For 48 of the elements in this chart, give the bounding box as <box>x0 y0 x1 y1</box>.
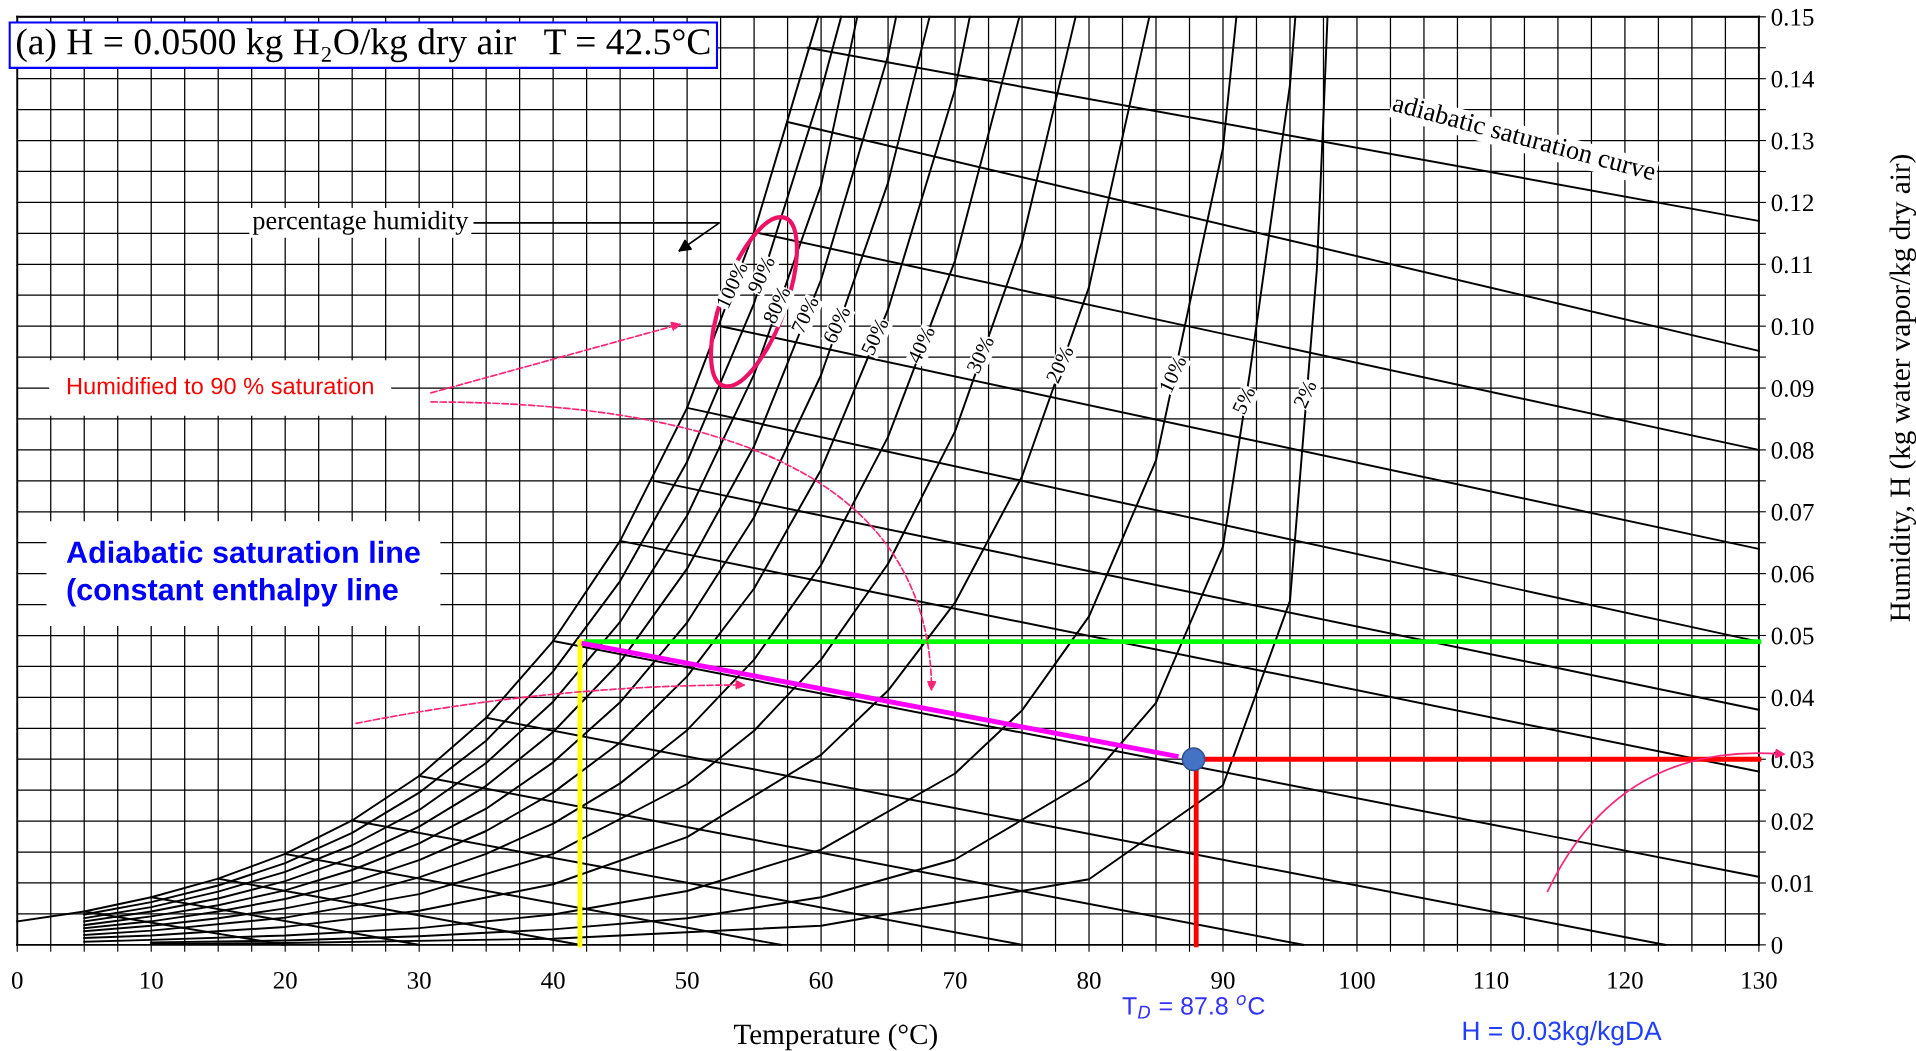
y-tick-label: 0.05 <box>1771 627 1814 645</box>
x-tick-label: 130 <box>1742 971 1777 989</box>
y-tick-label: 0.02 <box>1771 813 1814 831</box>
text: T$_{D}$ = 87.8 $^{o}$C <box>1122 995 1265 1019</box>
annotation: adiabatic saturation curve <box>1392 92 1657 181</box>
x-tick-label: 10 <box>140 971 163 989</box>
x-tick-label: 80 <box>1077 971 1101 989</box>
text: 40% <box>906 324 936 365</box>
text: 50% <box>860 316 889 356</box>
y-tick-label: 0.14 <box>1771 70 1815 88</box>
text: 30% <box>966 334 995 374</box>
x-tick-label: 70 <box>944 971 967 989</box>
annotation: percentage humidity <box>252 210 469 235</box>
y-tick-label: 0.08 <box>1771 441 1814 459</box>
x-tick-label: 40 <box>541 971 565 989</box>
text: 70% <box>791 295 820 334</box>
text: 5% <box>1232 385 1256 415</box>
x-tick-label: 50 <box>676 971 699 989</box>
x-tick-label: 120 <box>1608 971 1643 989</box>
y-tick-label: 0.12 <box>1771 194 1814 212</box>
y-tick-label: 0.13 <box>1771 132 1814 150</box>
y-tick-label: 0.10 <box>1771 318 1814 336</box>
x-tick-label: 60 <box>809 971 833 989</box>
text: 2% <box>1293 379 1318 409</box>
y-tick-label: 0.11 <box>1771 256 1813 274</box>
y-tick-label: 0.15 <box>1771 8 1814 26</box>
text: 20% <box>1045 344 1074 384</box>
x-tick-label: 30 <box>407 971 431 989</box>
x-tick-label: 100 <box>1340 971 1375 989</box>
annotation: Adiabatic saturation line (constant enthalpy line <box>66 540 420 607</box>
annotation: Humidified to 90 % saturation <box>67 377 373 395</box>
y-tick-label: 0.09 <box>1771 380 1814 398</box>
chart-title: (a) H = 0.0500 kg H₂O/kg dry air T = 42.5°C <box>16 28 710 63</box>
x-axis-title: Temperature (°C) <box>733 1023 937 1051</box>
y-axis-title: Humidity, H (kg water vapor/kg dry air) <box>1889 154 1916 622</box>
y-tick-label: 0.07 <box>1771 503 1814 521</box>
x-tick-label: 110 <box>1474 971 1509 989</box>
y-tick-label: 0.06 <box>1771 565 1814 583</box>
x-tick-label: 0 <box>11 971 23 989</box>
y-tick-label: 0 <box>1771 936 1783 954</box>
text: 10% <box>1159 354 1187 393</box>
x-tick-label: 90 <box>1211 971 1235 989</box>
x-tick-label: 20 <box>273 971 297 989</box>
text: H = 0.03kg/kgDA <box>1463 1020 1662 1046</box>
y-tick-label: 0.04 <box>1771 689 1815 707</box>
y-tick-label: 0.01 <box>1771 875 1813 893</box>
text: 100% <box>716 260 749 309</box>
text: 60% <box>822 305 851 345</box>
